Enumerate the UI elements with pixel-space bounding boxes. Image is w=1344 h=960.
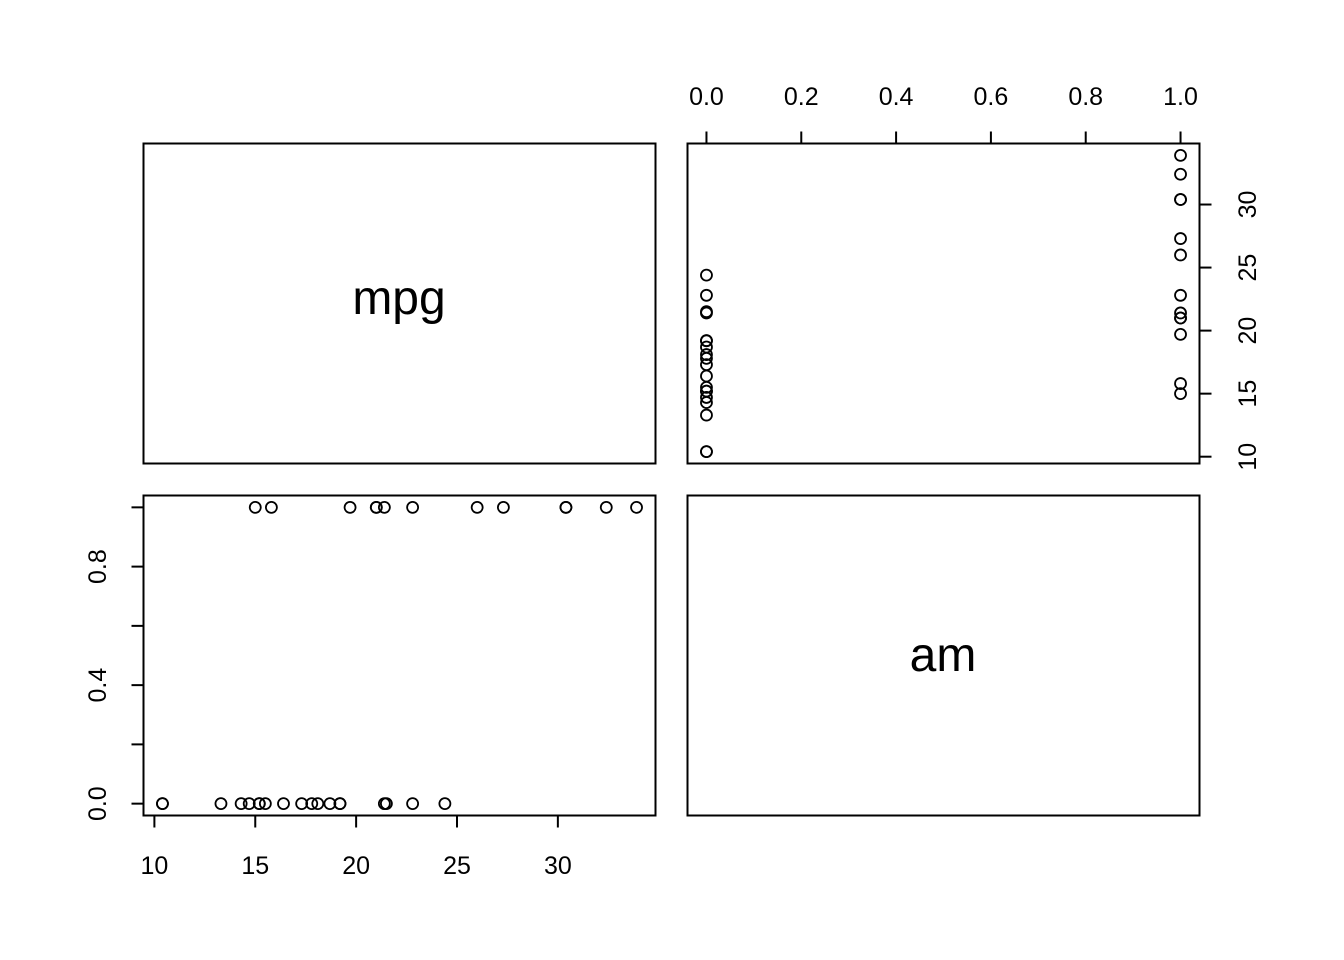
scatter-point	[700, 380, 713, 394]
scatter-point	[248, 500, 262, 514]
scatter-point	[438, 797, 452, 811]
scatter-point	[1174, 167, 1187, 181]
lower-panel-points	[156, 500, 643, 811]
panel-mpg-vs-am-lower	[142, 494, 657, 817]
top-axis-tick-label: 0.4	[879, 83, 914, 111]
upper-panel-points	[700, 148, 1187, 459]
scatter-point	[1174, 288, 1187, 302]
scatter-point	[1174, 193, 1187, 206]
right-axis-mpg: 10 15 20 25 30	[1198, 191, 1262, 471]
bottom-axis-tick-label: 20	[342, 852, 370, 880]
left-axis-tick-label: 0.4	[84, 668, 112, 703]
top-axis-am: 0.0 0.2 0.4 0.6 0.8 1.0	[689, 83, 1198, 145]
scatter-point	[406, 797, 420, 811]
scatter-point	[406, 500, 420, 514]
bottom-axis-tick-label: 25	[443, 852, 471, 880]
scatter-point	[470, 500, 484, 514]
scatter-point	[277, 797, 290, 811]
top-axis-tick-label: 0.2	[784, 83, 819, 111]
scatter-point	[599, 500, 613, 514]
scatter-point	[214, 797, 228, 811]
scatter-point	[234, 797, 248, 811]
scatter-point	[1174, 306, 1187, 320]
scatter-point	[700, 391, 713, 404]
variable-label-mpg: mpg	[352, 272, 445, 325]
scatter-point	[700, 445, 713, 459]
right-axis-tick-label: 30	[1234, 191, 1262, 219]
scatter-point	[377, 500, 391, 514]
scatter-point	[305, 797, 319, 811]
left-axis-am: 0.0 0.4 0.8	[84, 506, 145, 821]
top-axis-tick-label: 0.6	[974, 83, 1009, 111]
panel-am-vs-mpg-upper	[686, 142, 1201, 465]
scatter-point	[700, 268, 713, 282]
bottom-axis-tick-label: 10	[140, 852, 168, 880]
scatter-point	[295, 797, 309, 811]
scatter-point	[700, 288, 713, 302]
scatter-point	[343, 500, 357, 514]
scatter-point	[1174, 232, 1187, 245]
scatter-point	[1174, 148, 1187, 162]
scatter-point	[700, 384, 713, 398]
scatter-point	[1174, 327, 1187, 341]
scatter-point	[630, 500, 643, 514]
bottom-axis-tick-label: 30	[544, 852, 572, 880]
scatter-point	[379, 797, 393, 811]
scatter-point	[258, 797, 272, 811]
top-axis-tick-label: 0.0	[689, 83, 724, 111]
variable-label-am: am	[910, 629, 977, 682]
scatter-point	[700, 334, 713, 348]
scatter-point	[369, 500, 383, 514]
scatter-point	[252, 797, 266, 811]
scatter-point	[700, 369, 713, 383]
right-axis-tick-label: 10	[1234, 443, 1262, 471]
scatter-point	[264, 500, 278, 514]
scatter-point	[700, 305, 713, 319]
right-axis-tick-label: 20	[1234, 317, 1262, 345]
scatter-point	[700, 351, 713, 365]
panel-am-diagonal	[686, 494, 1201, 817]
scatter-point	[311, 797, 325, 811]
top-axis-tick-label: 0.8	[1068, 83, 1103, 111]
scatter-point	[1174, 248, 1187, 262]
bottom-axis-mpg: 10 15 20 25 30	[140, 814, 572, 880]
scatter-point	[559, 500, 573, 514]
bottom-axis-tick-label: 15	[241, 852, 269, 880]
scatter-point	[242, 797, 256, 811]
panel-mpg-diagonal	[142, 142, 657, 465]
scatter-point	[333, 797, 347, 811]
scatter-point	[1174, 311, 1187, 325]
left-axis-tick-label: 0.8	[84, 549, 112, 584]
left-axis-tick-label: 0.0	[84, 786, 112, 821]
right-axis-tick-label: 15	[1234, 380, 1262, 408]
scatter-point	[323, 797, 337, 811]
scatter-point	[700, 348, 713, 361]
scatter-point	[1174, 377, 1187, 390]
scatter-point	[1174, 387, 1187, 401]
scatter-point	[496, 500, 510, 514]
scatter-point	[156, 797, 169, 811]
right-axis-tick-label: 25	[1234, 254, 1262, 282]
top-axis-tick-label: 1.0	[1163, 83, 1198, 111]
scatter-point	[700, 358, 713, 372]
scatter-point	[700, 408, 713, 422]
